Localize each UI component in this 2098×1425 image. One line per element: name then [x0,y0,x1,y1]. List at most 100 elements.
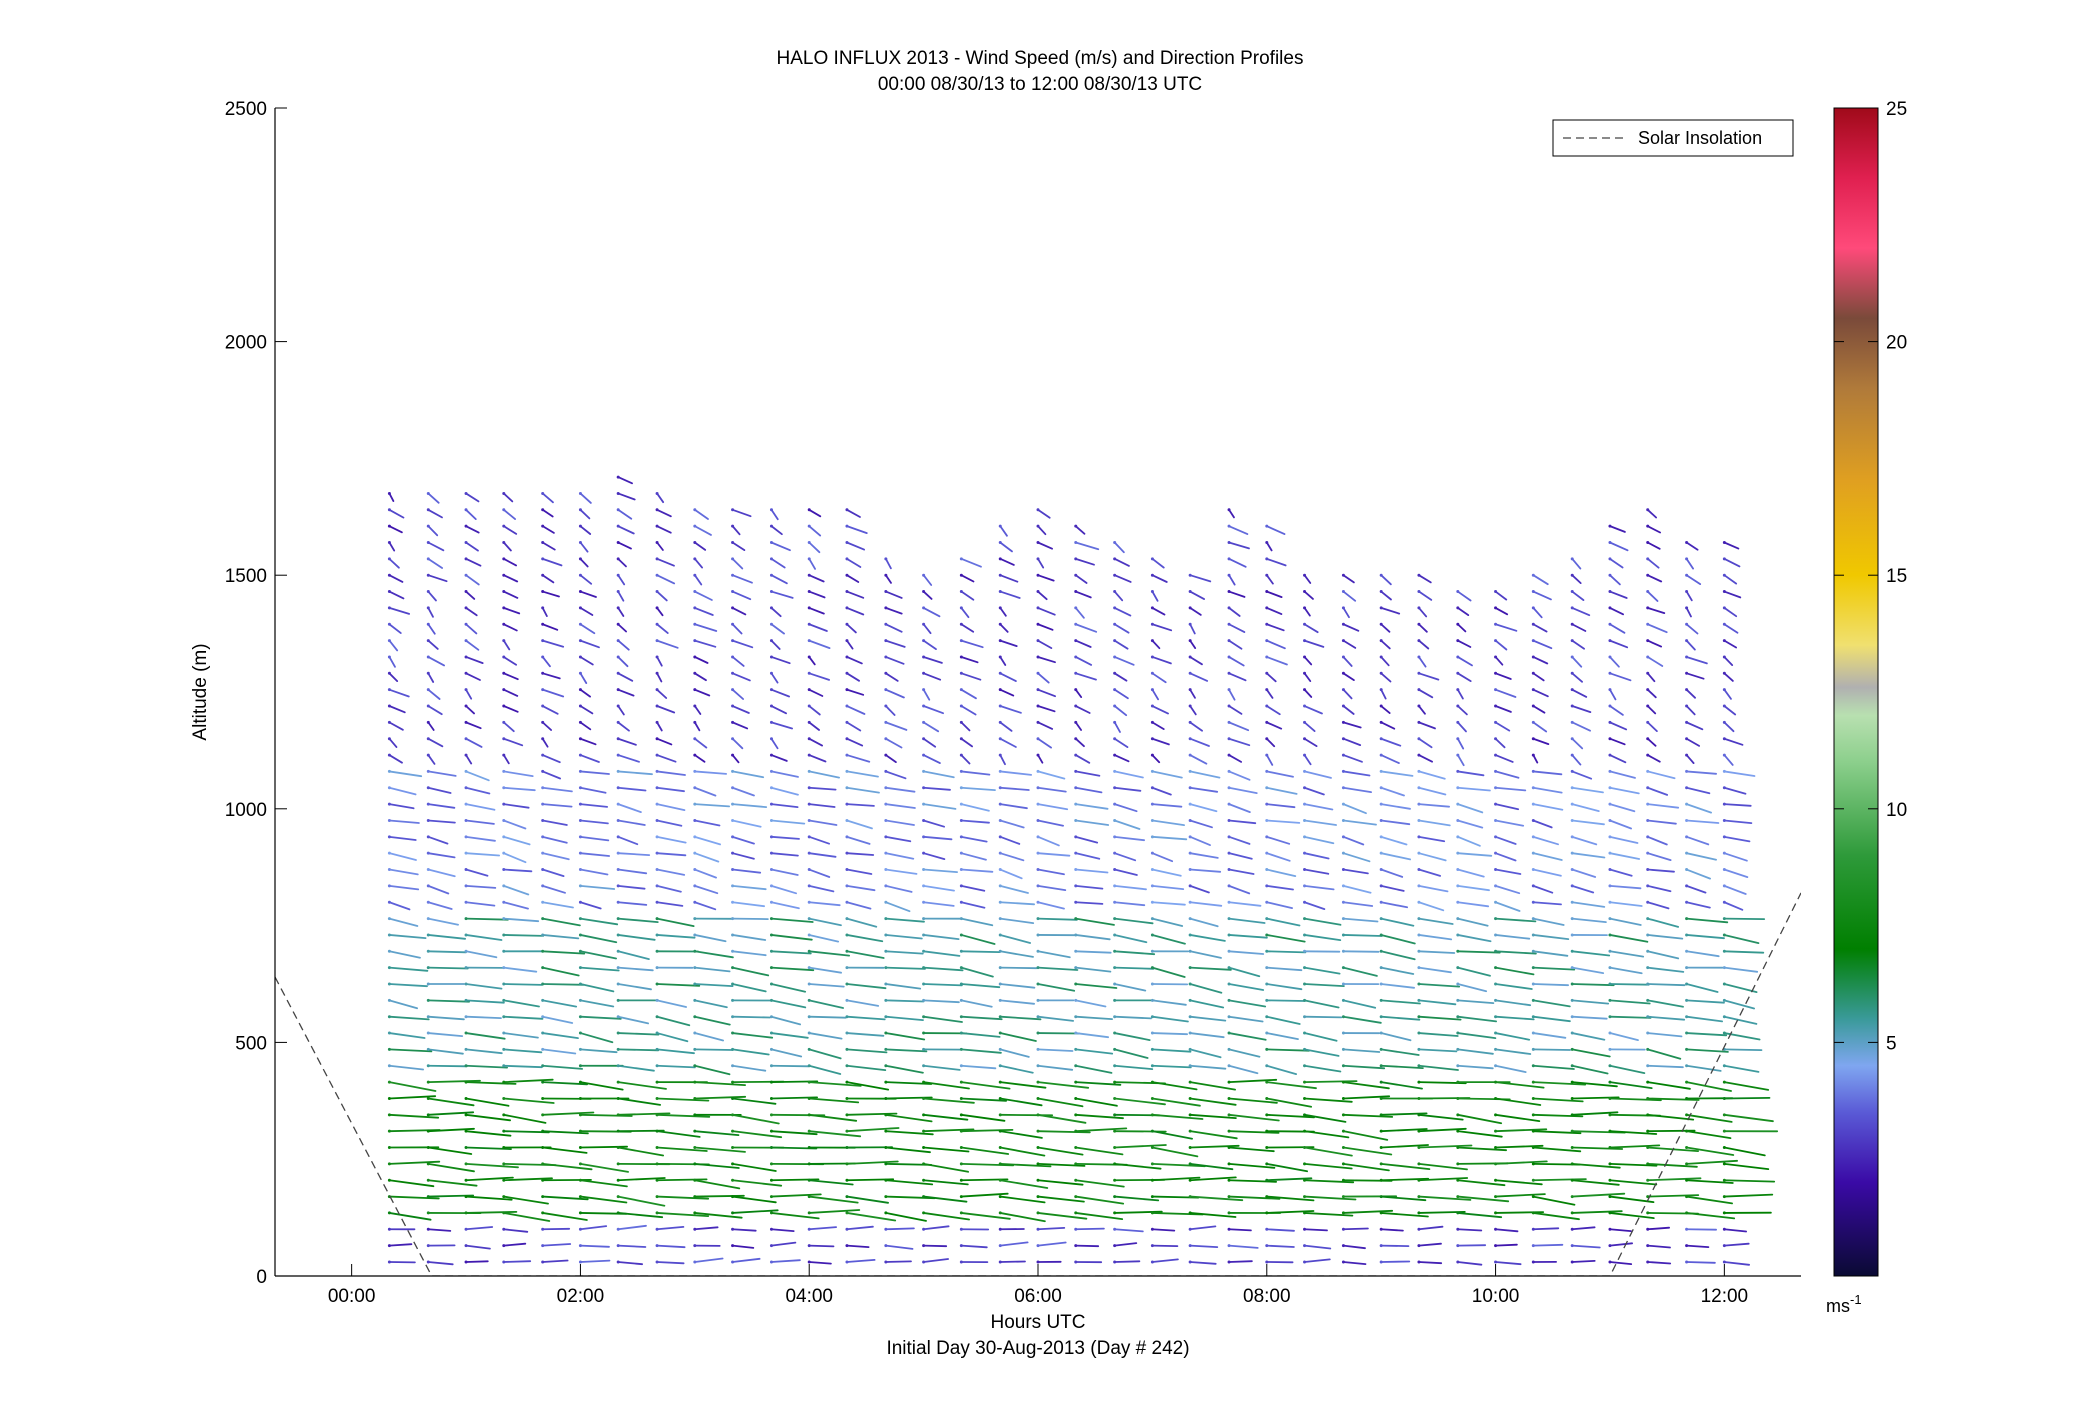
wind-barb [1380,639,1391,650]
wind-barb-dot [616,1146,620,1150]
wind-barb-dot [1074,998,1078,1002]
wind-barb-dot [1341,590,1345,594]
wind-barb-dot [1074,1178,1078,1182]
wind-barb [427,1097,475,1107]
wind-barb [1723,1162,1770,1170]
wind-barb-dot [1685,590,1689,594]
wind-barb [1113,1032,1151,1041]
wind-barb [579,999,615,1008]
wind-barb [1228,934,1268,939]
wind-barb [1074,1179,1125,1188]
wind-barb [541,557,563,567]
wind-barb-dot [1113,1015,1117,1019]
wind-barb-dot [884,688,888,692]
wind-barb-dot [464,818,468,822]
wind-barb-dot [1417,1080,1421,1084]
wind-barb [1685,541,1699,551]
wind-barb-dot [1456,998,1460,1002]
x-tick-label: 04:00 [785,1286,833,1307]
wind-barb [541,950,586,955]
wind-barb-dot [959,1211,963,1215]
wind-barb [1037,1212,1088,1220]
wind-barb [808,1130,862,1138]
wind-barb [1189,607,1202,616]
wind-barb [1571,574,1582,584]
wind-barb-dot [769,1260,773,1264]
wind-barb-dot [387,786,391,790]
wind-barb [884,557,892,570]
wind-barb-dot [1379,900,1383,904]
wind-barb-dot [1417,1113,1421,1117]
wind-barb [465,574,480,586]
wind-barb-dot [655,491,659,495]
wind-barb-dot [1074,573,1078,577]
wind-barb-dot [845,704,849,708]
wind-barb-dot [1685,1113,1689,1117]
wind-barb-dot [1074,1113,1078,1117]
wind-barb [1609,1179,1658,1186]
wind-barb-dot [1722,1227,1726,1231]
wind-barb-dot [807,1047,811,1051]
wind-barb-dot [1685,1195,1689,1199]
wind-barb-dot [1074,1244,1078,1248]
wind-barb-dot [693,982,697,986]
wind-barb [1037,1015,1074,1022]
wind-barb [1342,656,1353,667]
wind-barb [922,999,960,1004]
wind-barb [1494,1064,1527,1073]
wind-barb-dot [1646,1113,1650,1117]
wind-barb-dot [807,982,811,986]
wind-barb-dot [693,1244,697,1248]
x-tick-label: 12:00 [1701,1286,1749,1307]
wind-barb [541,705,559,715]
wind-barb-dot [1531,917,1535,921]
wind-barb [1456,901,1490,908]
wind-barb-dot [464,802,468,806]
wind-barb-dot [1150,818,1154,822]
wind-barb-dot [1379,1047,1383,1051]
wind-barb [1723,983,1758,993]
wind-barb-dot [1227,900,1231,904]
wind-barb-dot [387,704,391,708]
wind-barb [427,623,436,635]
wind-barb [541,1064,583,1070]
wind-barb [693,541,707,551]
wind-barb [808,705,821,716]
wind-barb-dot [1456,900,1460,904]
wind-barb [808,770,840,779]
wind-barb-dot [1113,917,1117,921]
wind-barb-dot [464,508,468,512]
wind-barb-dot [731,1178,735,1182]
wind-barb [427,852,456,859]
wind-barb [1571,1048,1611,1058]
wind-barb-dot [578,688,582,692]
wind-barb-dot [1531,1211,1535,1215]
wind-barb-dot [1227,1031,1231,1035]
wind-barb-dot [1227,1162,1231,1166]
wind-barb-dot [998,966,1002,970]
wind-barb [656,623,669,634]
wind-barb [1456,868,1485,878]
wind-barb [1456,950,1501,954]
wind-barb [999,901,1035,906]
wind-barb [1037,1048,1074,1052]
wind-barb [960,1032,1001,1038]
wind-barb [922,819,945,828]
wind-barb-dot [1646,671,1650,675]
wind-barb-dot [1303,1227,1307,1231]
wind-barb-dot [1341,982,1345,986]
wind-barb [1189,1081,1236,1091]
wind-barb [1609,901,1643,907]
wind-barb-dot [655,540,659,544]
wind-barb-dot [1113,1227,1117,1231]
wind-barb-dot [1303,998,1307,1002]
wind-barb [465,607,478,617]
wind-barb-dot [541,590,545,594]
wind-barb [846,1212,897,1222]
wind-barb [388,868,419,876]
wind-barb [388,754,403,764]
wind-barb [579,508,591,520]
wind-barb [1418,917,1454,925]
wind-barb [1303,623,1319,634]
wind-barb [1342,1048,1381,1053]
